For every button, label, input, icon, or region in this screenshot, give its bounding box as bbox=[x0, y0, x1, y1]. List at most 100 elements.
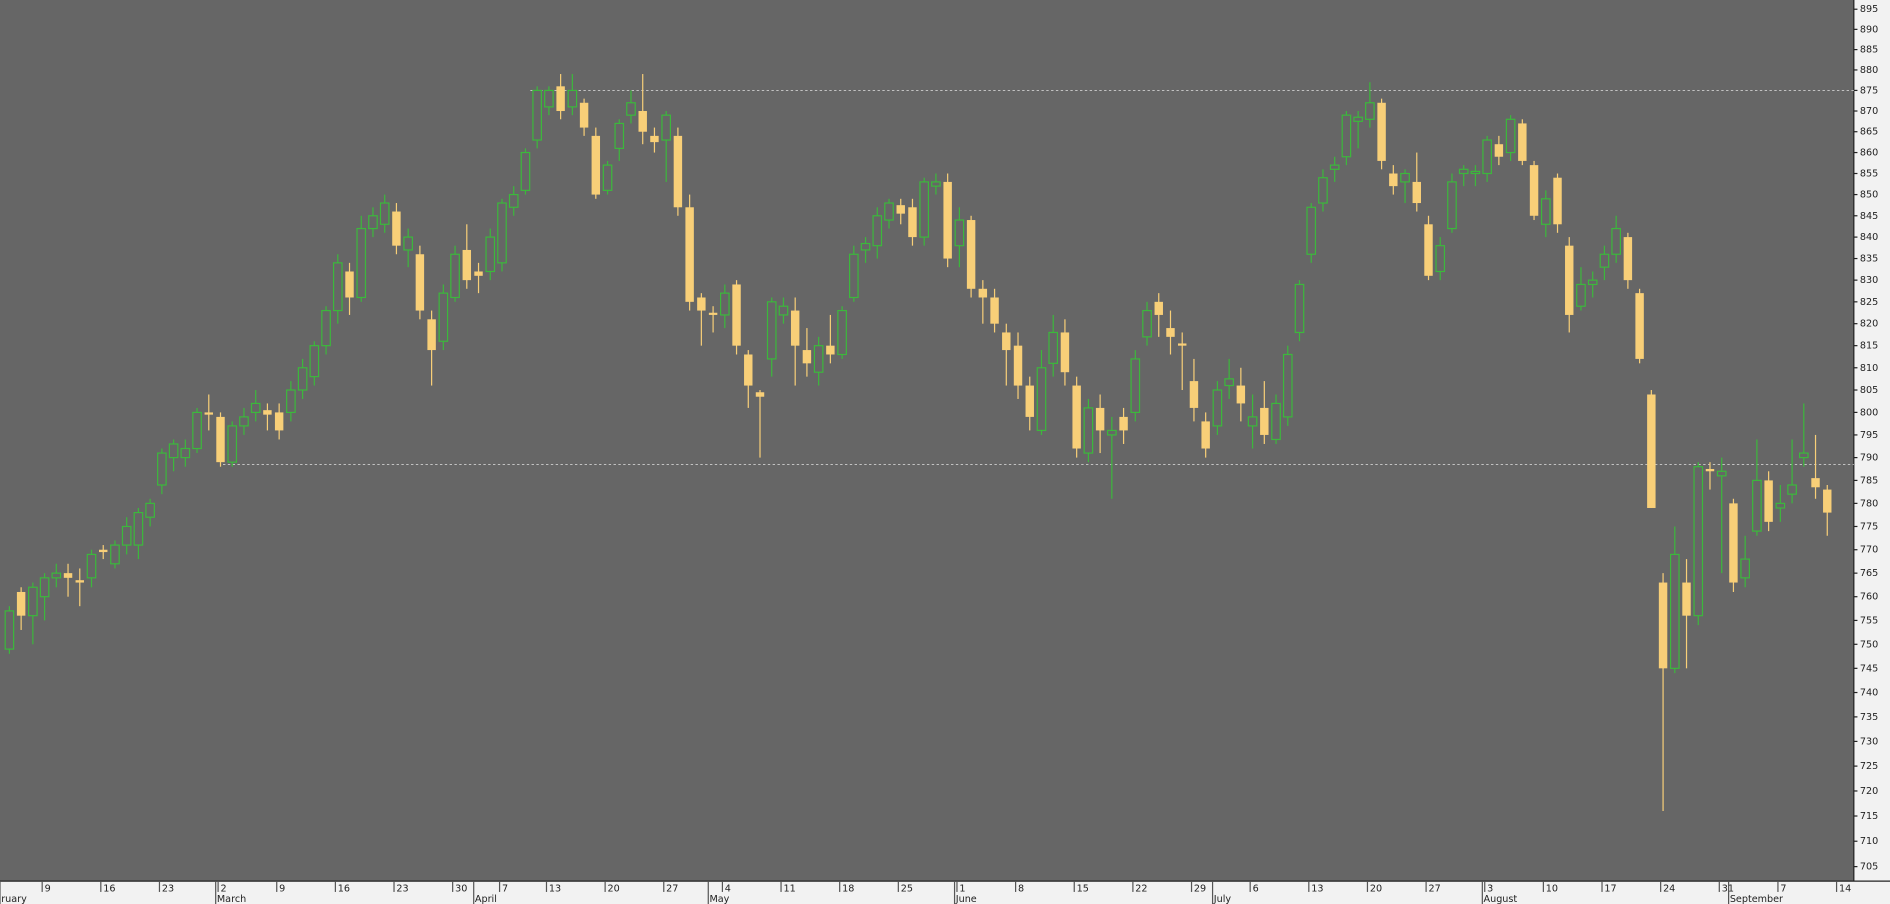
candle-body bbox=[1247, 416, 1258, 427]
candle-body bbox=[708, 312, 718, 315]
candle-body bbox=[438, 292, 449, 342]
candle-body bbox=[345, 271, 354, 298]
month-label: July bbox=[1213, 894, 1232, 904]
candle-body bbox=[532, 89, 542, 141]
candle-body bbox=[790, 310, 800, 346]
month-label: September bbox=[1730, 894, 1783, 904]
y-tick-label: 710 bbox=[1860, 836, 1878, 847]
y-axis-panel bbox=[1853, 0, 1890, 904]
candle-body bbox=[673, 135, 683, 208]
candle-body bbox=[321, 309, 331, 347]
candle-body bbox=[4, 610, 15, 650]
x-tick-label: 9 bbox=[45, 883, 51, 894]
candle-body bbox=[719, 292, 730, 316]
candle-body bbox=[1693, 466, 1704, 617]
candle-body bbox=[614, 122, 625, 149]
x-tick-label: 31 bbox=[1722, 883, 1734, 894]
x-tick-label: 11 bbox=[783, 883, 795, 894]
candle-body bbox=[1775, 502, 1786, 509]
candle-body bbox=[1048, 331, 1059, 364]
y-tick-label: 775 bbox=[1860, 521, 1878, 532]
candle-body bbox=[1271, 402, 1281, 441]
x-tick-label: 13 bbox=[549, 883, 561, 894]
candle-body bbox=[1482, 139, 1492, 175]
x-tick-label: 23 bbox=[396, 883, 408, 894]
candle-body bbox=[1154, 301, 1163, 315]
candle-body bbox=[99, 549, 108, 553]
candle-body bbox=[1658, 582, 1668, 669]
y-tick-label: 740 bbox=[1860, 688, 1878, 699]
candle-body bbox=[990, 297, 999, 324]
candle-body bbox=[1576, 283, 1586, 307]
y-tick-label: 725 bbox=[1860, 761, 1878, 772]
x-tick-label: 7 bbox=[502, 883, 508, 894]
candle-body bbox=[1025, 385, 1034, 417]
candle-body bbox=[1823, 489, 1832, 513]
candle-body bbox=[1389, 173, 1398, 187]
x-tick-label: 27 bbox=[1429, 883, 1441, 894]
candle-body bbox=[51, 572, 62, 579]
candle-body bbox=[508, 193, 519, 208]
candle-body bbox=[626, 102, 636, 116]
y-tick-label: 850 bbox=[1860, 190, 1878, 201]
candle-body bbox=[1565, 245, 1574, 315]
candle-body bbox=[63, 573, 73, 578]
x-tick-label: 24 bbox=[1663, 883, 1675, 894]
candle-body bbox=[1166, 328, 1175, 337]
candle-body bbox=[520, 151, 531, 191]
candle-body bbox=[744, 354, 753, 386]
y-tick-label: 755 bbox=[1860, 615, 1878, 626]
candle-body bbox=[497, 202, 507, 264]
candle-body bbox=[837, 309, 847, 356]
candle-body bbox=[954, 219, 965, 247]
candle-body bbox=[931, 181, 941, 187]
y-tick-label: 790 bbox=[1860, 453, 1878, 464]
candle-body bbox=[145, 502, 155, 518]
y-tick-label: 885 bbox=[1860, 45, 1878, 56]
y-tick-label: 800 bbox=[1860, 407, 1878, 418]
x-tick-label: 10 bbox=[1546, 883, 1558, 894]
x-tick-label: 15 bbox=[1077, 883, 1089, 894]
candle-body bbox=[1142, 309, 1152, 338]
x-tick-label: 14 bbox=[1839, 883, 1851, 894]
candle-body bbox=[379, 202, 390, 225]
candle-body bbox=[1716, 470, 1727, 477]
candle-body bbox=[332, 262, 343, 312]
y-tick-label: 840 bbox=[1860, 232, 1878, 243]
candle-body bbox=[697, 297, 706, 311]
x-tick-label: 4 bbox=[725, 883, 731, 894]
candle-body bbox=[1282, 353, 1293, 418]
candle-body bbox=[1365, 102, 1375, 120]
candle-body bbox=[368, 215, 378, 230]
y-tick-label: 780 bbox=[1860, 498, 1878, 509]
candle-body bbox=[638, 111, 647, 132]
y-tick-label: 870 bbox=[1860, 106, 1878, 117]
candle-body bbox=[1798, 452, 1809, 459]
candle-body bbox=[966, 220, 976, 289]
y-tick-label: 805 bbox=[1860, 385, 1878, 396]
candle-body bbox=[485, 236, 496, 273]
candle-body bbox=[1599, 253, 1610, 268]
candle-body bbox=[121, 525, 132, 546]
candle-body bbox=[1729, 503, 1738, 583]
candle-body bbox=[1740, 558, 1750, 579]
candle-body bbox=[1623, 237, 1633, 281]
candle-body bbox=[274, 412, 284, 431]
candle-body bbox=[860, 242, 871, 251]
candle-body bbox=[1540, 198, 1551, 225]
candle-body bbox=[1764, 480, 1773, 522]
candle-body bbox=[28, 586, 38, 617]
candle-body bbox=[602, 164, 613, 191]
candle-body bbox=[263, 410, 272, 415]
y-tick-label: 845 bbox=[1860, 211, 1878, 222]
y-tick-label: 875 bbox=[1860, 85, 1878, 96]
x-tick-label: 20 bbox=[1370, 883, 1382, 894]
candle-body bbox=[908, 207, 917, 238]
candle-body bbox=[591, 135, 601, 195]
candle-body bbox=[1189, 381, 1199, 408]
candle-body bbox=[297, 367, 308, 391]
candle-body bbox=[1083, 407, 1094, 454]
candle-body bbox=[1060, 332, 1070, 373]
candle-body bbox=[1435, 245, 1446, 273]
candle-body bbox=[766, 301, 777, 360]
